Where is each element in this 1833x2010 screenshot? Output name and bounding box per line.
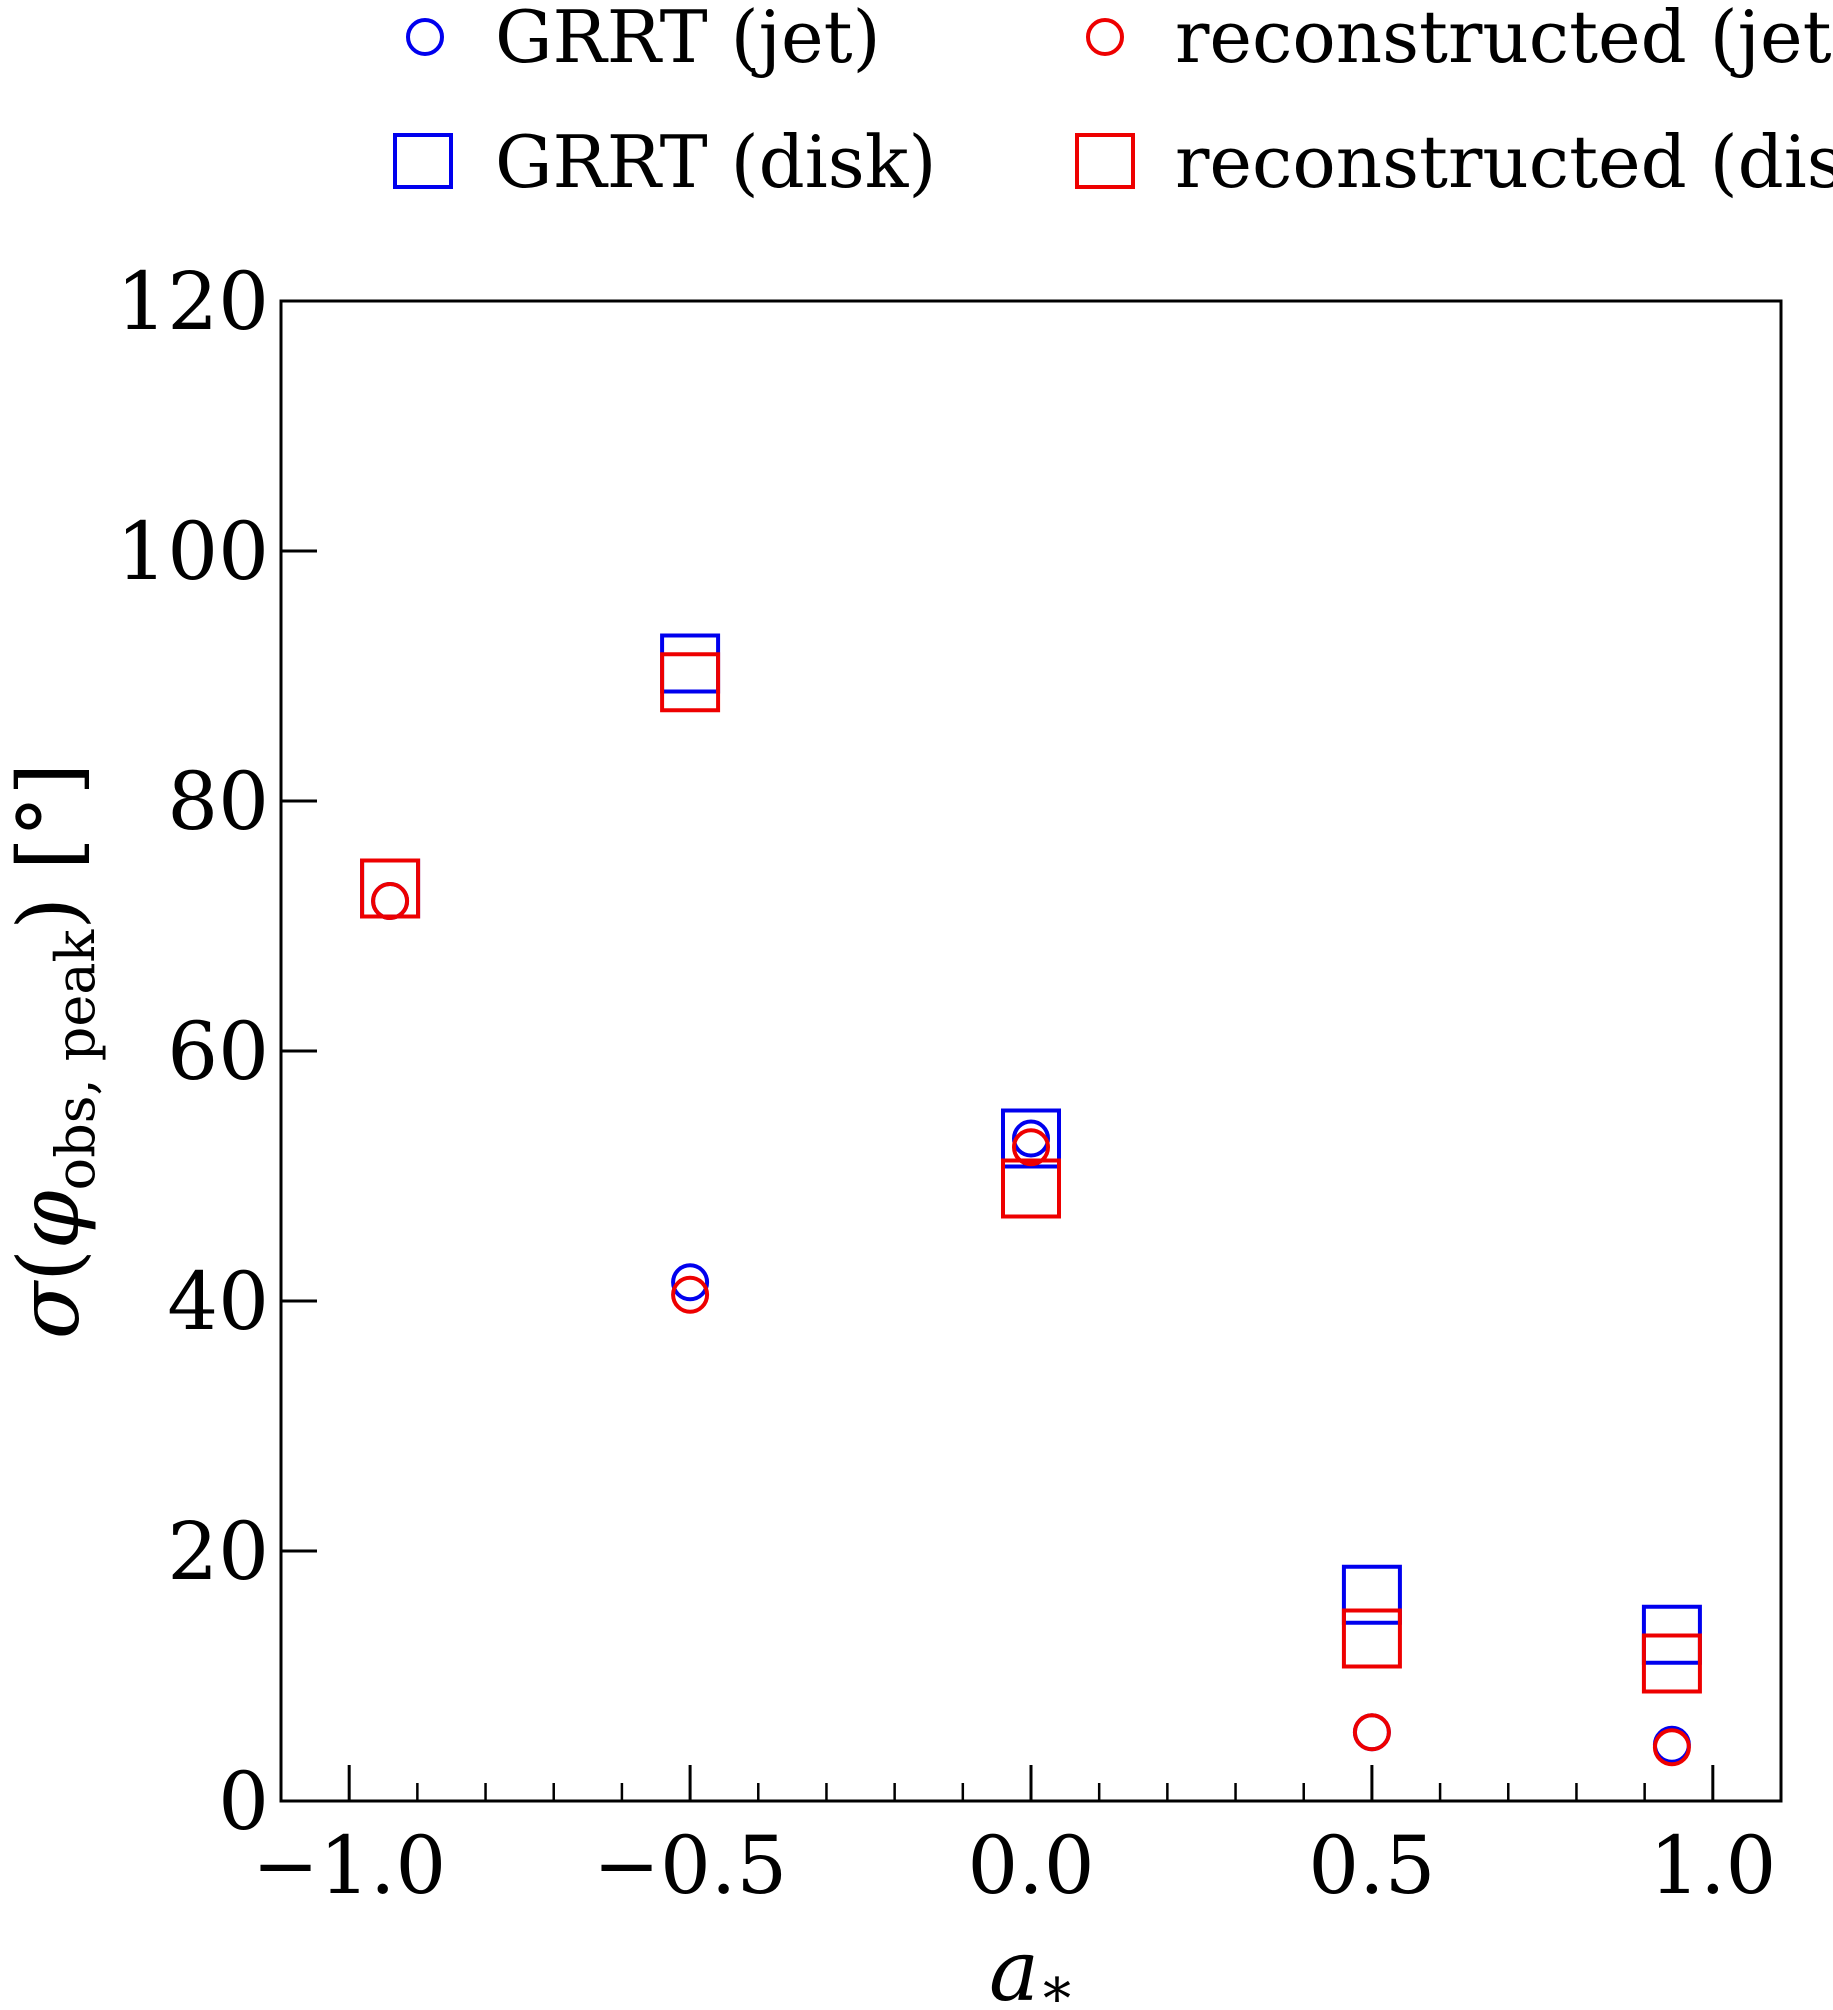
point-reconstructed-jet bbox=[371, 882, 410, 920]
point-reconstructed-jet bbox=[1652, 1728, 1691, 1767]
point-grrt-disk bbox=[1001, 1108, 1061, 1169]
legend-marker-grrt-jet bbox=[406, 18, 444, 56]
y-tick-label: 0 bbox=[218, 1755, 269, 1848]
point-reconstructed-jet bbox=[671, 1275, 710, 1314]
y-axis-label-sigma: σ bbox=[0, 1279, 98, 1339]
x-tick-label: −0.5 bbox=[593, 1819, 787, 1912]
point-grrt-jet bbox=[671, 1263, 710, 1302]
data-points bbox=[360, 633, 1702, 1767]
x-tick-label: 0.5 bbox=[1308, 1819, 1435, 1912]
legend-marker-grrt-disk bbox=[393, 133, 453, 189]
x-axis-label-main: a bbox=[989, 1922, 1039, 2010]
point-reconstructed-disk bbox=[1001, 1158, 1061, 1219]
y-axis-label-unit: [°] bbox=[0, 763, 98, 871]
legend-label-grrt-disk: GRRT (disk) bbox=[495, 120, 936, 204]
point-grrt-disk bbox=[660, 633, 721, 694]
point-reconstructed-disk bbox=[660, 652, 721, 713]
point-reconstructed-jet bbox=[1352, 1713, 1391, 1752]
y-tick-label: 100 bbox=[116, 505, 269, 598]
legend-marker-reconstructed-disk bbox=[1075, 133, 1135, 189]
y-tick-label: 60 bbox=[167, 1005, 269, 1098]
x-tick-label: −1.0 bbox=[252, 1819, 446, 1912]
point-reconstructed-disk bbox=[1341, 1608, 1402, 1669]
y-tick-label: 80 bbox=[167, 755, 269, 848]
legend-label-grrt-jet: GRRT (jet) bbox=[495, 0, 881, 79]
point-reconstructed-disk bbox=[1641, 1633, 1702, 1694]
legend-item-reconstructed-jet: reconstructed (jet) bbox=[1086, 0, 1833, 79]
point-grrt-jet bbox=[1012, 1119, 1050, 1158]
plot-frame bbox=[279, 299, 1783, 1803]
x-tick-label: 1.0 bbox=[1649, 1819, 1776, 1912]
y-tick-label: 20 bbox=[167, 1505, 269, 1598]
x-axis-label: a* bbox=[989, 1922, 1071, 2010]
y-tick-label: 120 bbox=[116, 255, 269, 348]
legend-label-reconstructed-jet: reconstructed (jet) bbox=[1175, 0, 1833, 79]
legend: GRRT (jet) reconstructed (jet) GRRT (dis… bbox=[393, 0, 1833, 204]
point-reconstructed-disk bbox=[360, 858, 421, 919]
x-tick-label: 0.0 bbox=[967, 1819, 1094, 1912]
legend-item-reconstructed-disk: reconstructed (disk) bbox=[1075, 120, 1833, 204]
y-axis-label: σ(φobs, peak) [°] bbox=[0, 763, 107, 1340]
legend-item-grrt-jet: GRRT (jet) bbox=[406, 0, 881, 79]
y-axis-label-subscript: obs, peak bbox=[44, 928, 107, 1190]
x-axis-label-subscript: * bbox=[1043, 1967, 1071, 2010]
y-axis-label-phi: φ bbox=[0, 1190, 98, 1249]
point-reconstructed-jet bbox=[1012, 1128, 1050, 1167]
legend-item-grrt-disk: GRRT (disk) bbox=[393, 120, 936, 204]
legend-marker-reconstructed-jet bbox=[1086, 18, 1124, 56]
legend-label-reconstructed-disk: reconstructed (disk) bbox=[1175, 120, 1833, 204]
y-tick-label: 40 bbox=[167, 1255, 269, 1348]
point-grrt-disk bbox=[360, 858, 421, 919]
axis-ticks bbox=[279, 299, 1783, 1803]
axis-tick-labels: −1.0 −0.5 0.0 0.5 1.0 0 20 40 60 80 100 120 bbox=[116, 255, 1776, 1912]
point-grrt-disk bbox=[1341, 1564, 1402, 1625]
